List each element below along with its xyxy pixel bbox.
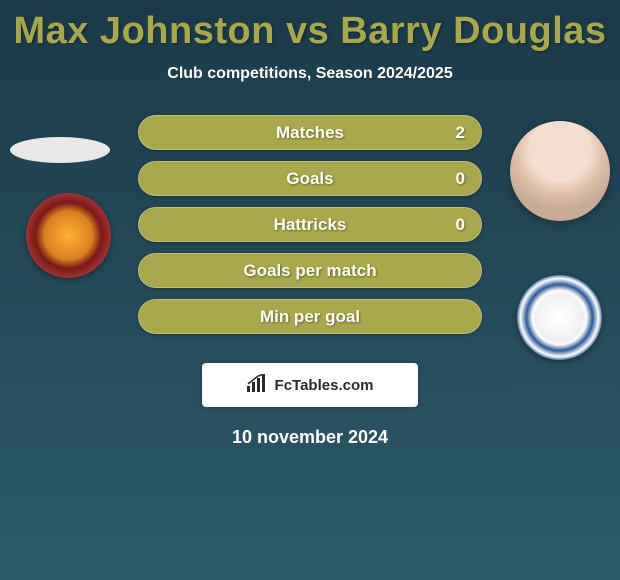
comparison-panel: Matches 2 Goals 0 Hattricks 0 Goals per … xyxy=(0,115,620,355)
stat-label: Goals per match xyxy=(243,261,376,281)
stat-value-right: 2 xyxy=(456,123,465,143)
stat-row-hattricks: Hattricks 0 xyxy=(138,207,482,242)
subtitle: Club competitions, Season 2024/2025 xyxy=(0,65,620,83)
club-left-badge xyxy=(26,193,111,278)
brand-label: FcTables.com xyxy=(275,377,374,394)
stat-label: Matches xyxy=(276,123,344,143)
club-right-badge xyxy=(517,275,602,360)
brand-badge[interactable]: FcTables.com xyxy=(202,363,418,407)
stat-row-goals-per-match: Goals per match xyxy=(138,253,482,288)
date-text: 10 november 2024 xyxy=(0,427,620,448)
stats-list: Matches 2 Goals 0 Hattricks 0 Goals per … xyxy=(138,115,482,345)
stat-value-right: 0 xyxy=(456,215,465,235)
stat-label: Goals xyxy=(286,169,333,189)
stat-label: Hattricks xyxy=(274,215,347,235)
player-right-avatar xyxy=(510,121,610,221)
player-left-avatar xyxy=(10,137,110,163)
page-title: Max Johnston vs Barry Douglas xyxy=(0,0,620,53)
chart-icon xyxy=(247,374,269,397)
stat-row-goals: Goals 0 xyxy=(138,161,482,196)
stat-label: Min per goal xyxy=(260,307,360,327)
stat-row-matches: Matches 2 xyxy=(138,115,482,150)
stat-value-right: 0 xyxy=(456,169,465,189)
stat-row-min-per-goal: Min per goal xyxy=(138,299,482,334)
